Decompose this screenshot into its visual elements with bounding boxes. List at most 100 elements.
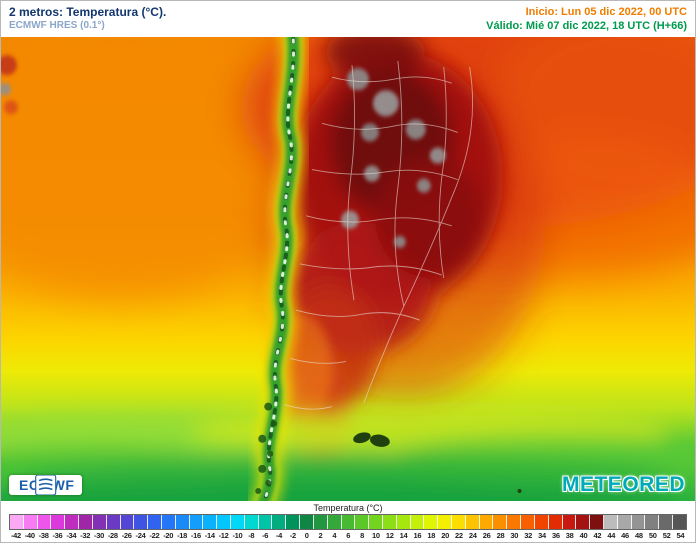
colorbar-cell bbox=[645, 515, 660, 529]
colorbar-cell bbox=[258, 515, 273, 529]
colorbar-tick-label: 0 bbox=[304, 531, 309, 540]
colorbar-cell bbox=[244, 515, 259, 529]
colorbar-tick-label: -6 bbox=[262, 531, 269, 540]
valid-time-label: Válido: Mié 07 dic 2022, 18 UTC (H+66) bbox=[486, 20, 687, 33]
colorbar-cell bbox=[79, 515, 93, 529]
colorbar-cell bbox=[286, 515, 301, 529]
colorbar-cell bbox=[189, 515, 204, 529]
colorbar-tick-label: -30 bbox=[94, 531, 104, 540]
init-time-label: Inicio: Lun 05 dic 2022, 00 UTC bbox=[525, 6, 687, 18]
colorbar-tick-label: 48 bbox=[635, 531, 643, 540]
colorbar-cell bbox=[23, 515, 38, 529]
colorbar-tick-label: -24 bbox=[135, 531, 146, 540]
colorbar-cell bbox=[382, 515, 397, 529]
colorbar-tick-label: -2 bbox=[289, 531, 296, 540]
temperature-map: ECMWF METEORED bbox=[1, 37, 695, 501]
colorbar-tick-label: -12 bbox=[218, 531, 229, 540]
colorbar-cell bbox=[452, 515, 466, 529]
header-right: Inicio: Lun 05 dic 2022, 00 UTC Válido: … bbox=[486, 5, 687, 34]
colorbar-cell bbox=[272, 515, 287, 529]
map-header: 2 metros: Temperatura (°C). ECMWF HRES (… bbox=[1, 1, 695, 37]
colorbar-cell bbox=[548, 515, 563, 529]
colorbar-tick-label: -40 bbox=[24, 531, 35, 540]
colorbar-tick-label: -26 bbox=[121, 531, 132, 540]
colorbar-cell bbox=[369, 515, 383, 529]
colorbar-cell bbox=[161, 515, 176, 529]
colorbar-tick-label: 28 bbox=[496, 531, 505, 540]
colorbar-tick-label: 12 bbox=[385, 531, 394, 540]
colorbar-tick-label: -16 bbox=[190, 531, 201, 540]
colorbar-tick-label: 30 bbox=[510, 531, 519, 540]
meteored-logo: METEORED bbox=[561, 473, 685, 496]
colorbar-tick-label: 4 bbox=[332, 531, 337, 540]
temperature-field-svg bbox=[1, 37, 695, 501]
colorbar-tick-label: 16 bbox=[413, 531, 422, 540]
colorbar-tick-label: -14 bbox=[204, 531, 215, 540]
colorbar-tick-label: -32 bbox=[80, 531, 91, 540]
colorbar-cell bbox=[51, 515, 66, 529]
colorbar-tick-label: -28 bbox=[107, 531, 118, 540]
colorbar-cell bbox=[148, 515, 162, 529]
colorbar-tick-label: 14 bbox=[399, 531, 408, 540]
colorbar-cell bbox=[217, 515, 231, 529]
colorbar-cell bbox=[534, 515, 549, 529]
colorbar-cell bbox=[521, 515, 535, 529]
colorbar-cell bbox=[465, 515, 480, 529]
header-left: 2 metros: Temperatura (°C). ECMWF HRES (… bbox=[9, 5, 166, 33]
colorbar-tick-label: -18 bbox=[177, 531, 188, 540]
colorbar-tick-label: 54 bbox=[676, 531, 685, 540]
colorbar-cell bbox=[479, 515, 494, 529]
colorbar-cell bbox=[231, 515, 245, 529]
colorbar-cell bbox=[355, 515, 370, 529]
model-subtitle: ECMWF HRES (0.1°) bbox=[9, 20, 105, 31]
colorbar-tick-label: 2 bbox=[318, 531, 323, 540]
colorbar-tick-label: 20 bbox=[441, 531, 449, 540]
colorbar-tick-label: -34 bbox=[66, 531, 77, 540]
colorbar-cell bbox=[410, 515, 425, 529]
colorbar-cell bbox=[106, 515, 121, 529]
colorbar-cell bbox=[673, 515, 686, 529]
colorbar-tick-label: 24 bbox=[468, 531, 477, 540]
colorbar-cell bbox=[341, 515, 356, 529]
colorbar-tick-label: -38 bbox=[38, 531, 49, 540]
colorbar-cell bbox=[631, 515, 646, 529]
colorbar-tick-label: 42 bbox=[593, 531, 602, 540]
colorbar-cell bbox=[396, 515, 411, 529]
colorbar-tick-label: 36 bbox=[551, 531, 560, 540]
colorbar-cell bbox=[576, 515, 591, 529]
colorbar-cell bbox=[438, 515, 452, 529]
colorbar-cell bbox=[507, 515, 522, 529]
map-title: 2 metros: Temperatura (°C). bbox=[9, 5, 167, 19]
colorbar-tick-label: 44 bbox=[607, 531, 616, 540]
colorbar-cell bbox=[603, 515, 618, 529]
colorbar-tick-label: 32 bbox=[524, 531, 533, 540]
colorbar-cell bbox=[562, 515, 577, 529]
colorbar-cell bbox=[300, 515, 314, 529]
colorbar-tick-label: 26 bbox=[482, 531, 491, 540]
colorbar-labels: -42 -40 -38 -36 -34 -32 -30 -28 -26 -24 -22 -20 -18-… bbox=[9, 531, 687, 540]
colorbar-tick-label: -42 bbox=[10, 531, 21, 540]
colorbar-tick-label: 50 bbox=[648, 531, 657, 540]
colorbar-cell bbox=[617, 515, 632, 529]
colorbar-scale bbox=[9, 514, 687, 530]
colorbar-cell bbox=[659, 515, 673, 529]
colorbar-cell bbox=[313, 515, 328, 529]
colorbar-tick-label: 34 bbox=[538, 531, 546, 540]
colorbar-tick-label: 40 bbox=[579, 531, 588, 540]
colorbar-cell bbox=[175, 515, 190, 529]
colorbar-cell bbox=[493, 515, 508, 529]
colorbar-tick-label: 6 bbox=[346, 531, 351, 540]
colorbar-cell bbox=[327, 515, 342, 529]
colorbar-tick-label: -36 bbox=[52, 531, 63, 540]
colorbar-cell bbox=[590, 515, 604, 529]
colorbar-tick-label: 10 bbox=[371, 531, 380, 540]
colorbar-cell bbox=[203, 515, 218, 529]
ecmwf-logo: ECMWF bbox=[9, 475, 83, 495]
colorbar-cell bbox=[92, 515, 107, 529]
colorbar-tick-label: 22 bbox=[455, 531, 463, 540]
colorbar-cell bbox=[10, 515, 24, 529]
colorbar-tick-label: 52 bbox=[662, 531, 671, 540]
colorbar-tick-label: -22 bbox=[149, 531, 160, 540]
colorbar-tick-label: 8 bbox=[360, 531, 364, 540]
